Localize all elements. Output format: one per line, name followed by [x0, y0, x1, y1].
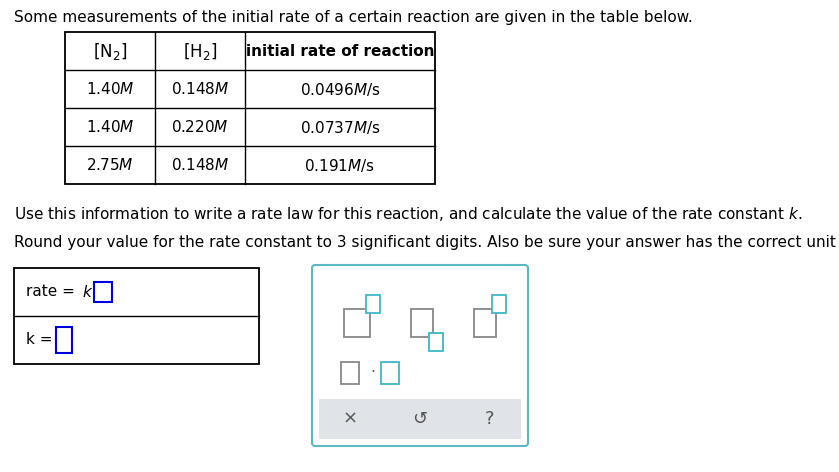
Text: ?: ?: [485, 410, 495, 428]
Text: 0.220$\mathit{M}$: 0.220$\mathit{M}$: [171, 119, 229, 135]
Text: Use this information to write a rate law for this reaction, and calculate the va: Use this information to write a rate law…: [14, 205, 802, 223]
Text: rate =: rate =: [26, 285, 80, 300]
Text: ×: ×: [342, 410, 357, 428]
Bar: [94, 282, 112, 302]
Bar: [14, 268, 259, 364]
Text: k =: k =: [26, 332, 57, 347]
Text: 2.75$\mathit{M}$: 2.75$\mathit{M}$: [86, 157, 133, 173]
Bar: [319, 399, 521, 439]
Text: 0.0496$\mathit{M}$/s: 0.0496$\mathit{M}$/s: [300, 81, 380, 98]
Bar: [65, 32, 435, 184]
Text: 0.148$\mathit{M}$: 0.148$\mathit{M}$: [171, 157, 229, 173]
Text: initial rate of reaction: initial rate of reaction: [246, 43, 435, 59]
Text: Some measurements of the initial rate of a certain reaction are given in the tab: Some measurements of the initial rate of…: [14, 10, 693, 25]
Text: $\left[\mathrm{N_2}\right]$: $\left[\mathrm{N_2}\right]$: [93, 41, 127, 61]
Text: 1.40$\mathit{M}$: 1.40$\mathit{M}$: [86, 119, 134, 135]
FancyBboxPatch shape: [312, 265, 528, 446]
Bar: [411, 309, 433, 337]
Bar: [56, 327, 72, 353]
Text: $\left[\mathrm{H_2}\right]$: $\left[\mathrm{H_2}\right]$: [183, 41, 217, 61]
Bar: [344, 309, 370, 337]
Text: $\mathit{k}$: $\mathit{k}$: [82, 284, 93, 300]
Text: 1.40$\mathit{M}$: 1.40$\mathit{M}$: [86, 81, 134, 97]
Text: ↺: ↺: [413, 410, 428, 428]
Bar: [492, 295, 506, 313]
Text: ×10: ×10: [350, 320, 364, 326]
Text: 0.0737$\mathit{M}$/s: 0.0737$\mathit{M}$/s: [300, 118, 380, 135]
Text: Round your value for the rate constant to 3 significant digits. Also be sure you: Round your value for the rate constant t…: [14, 235, 839, 250]
Bar: [366, 295, 380, 313]
Bar: [381, 362, 399, 384]
Bar: [474, 309, 496, 337]
Bar: [341, 362, 359, 384]
Bar: [429, 333, 443, 351]
Text: 0.148$\mathit{M}$: 0.148$\mathit{M}$: [171, 81, 229, 97]
Text: 0.191$\mathit{M}$/s: 0.191$\mathit{M}$/s: [305, 157, 376, 174]
Text: ·: ·: [371, 365, 375, 380]
